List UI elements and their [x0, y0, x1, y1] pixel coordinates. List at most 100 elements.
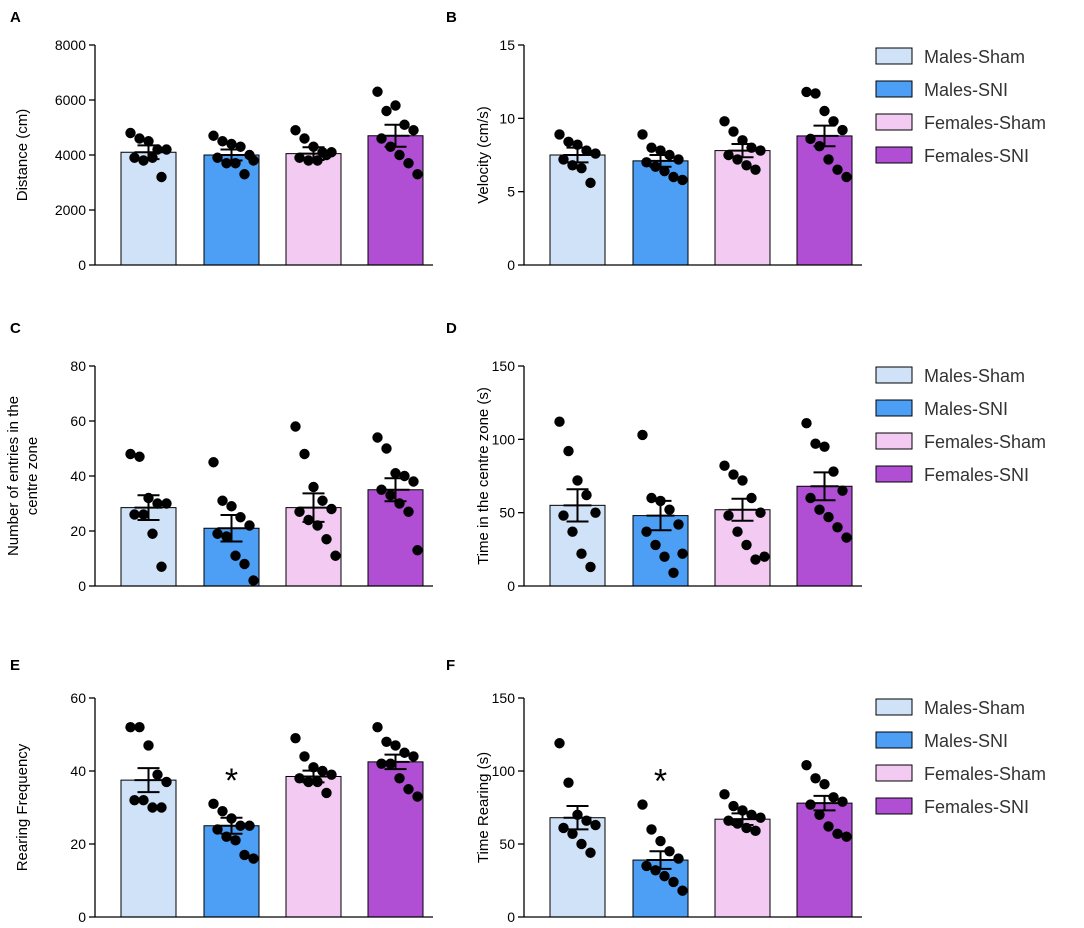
data-point — [732, 818, 743, 829]
data-point — [823, 511, 834, 523]
data-point — [412, 791, 423, 802]
data-point — [728, 126, 739, 137]
data-point — [208, 798, 219, 810]
data-point — [567, 828, 578, 839]
y-axis-title: Distance (cm) — [14, 109, 31, 202]
data-point — [746, 809, 757, 820]
data-point — [390, 468, 401, 479]
panel-letter: F — [446, 657, 455, 674]
data-point — [810, 88, 821, 99]
data-point — [212, 824, 223, 835]
y-tick-label: 0 — [507, 578, 515, 594]
data-point — [668, 876, 679, 888]
data-point — [403, 506, 414, 517]
data-point — [650, 865, 661, 876]
legend-swatch-males-sham — [875, 47, 913, 65]
data-point — [147, 152, 158, 163]
data-point — [134, 451, 145, 462]
data-point — [755, 812, 766, 823]
data-point — [728, 469, 739, 480]
data-point — [737, 135, 748, 146]
data-point — [161, 144, 172, 155]
data-point — [590, 148, 601, 159]
data-point — [129, 509, 140, 520]
panel-letter: A — [10, 9, 21, 26]
y-tick-label: 10 — [499, 110, 515, 126]
data-point — [217, 136, 228, 147]
data-point — [576, 163, 587, 174]
data-point — [723, 149, 734, 161]
data-point — [326, 769, 337, 780]
panel-c: C Number of entries in the centre zone 0 20 4… — [5, 320, 433, 594]
data-point — [212, 528, 223, 539]
data-point — [239, 169, 250, 180]
data-point — [372, 86, 383, 97]
legend-swatch-females-sham — [875, 113, 913, 131]
data-point — [372, 722, 383, 733]
data-point — [646, 142, 657, 153]
data-point — [138, 795, 149, 806]
data-point — [664, 504, 675, 515]
data-point — [755, 145, 766, 156]
panel-letter: D — [446, 320, 457, 337]
data-point — [399, 747, 410, 758]
legend-swatch-females-sni — [875, 797, 913, 815]
data-point — [244, 820, 255, 831]
data-point — [412, 545, 423, 556]
data-point — [590, 819, 601, 831]
data-point — [290, 421, 301, 432]
data-point — [303, 514, 314, 526]
data-point — [814, 809, 825, 820]
data-point — [719, 460, 730, 471]
data-point — [138, 509, 149, 520]
data-point — [554, 738, 565, 749]
y-tick-label: 0 — [507, 909, 515, 925]
data-point — [235, 512, 246, 523]
legend-label: Males-SNI — [924, 80, 1008, 100]
data-point — [723, 510, 734, 521]
data-point — [217, 495, 228, 506]
data-point — [837, 485, 848, 496]
bar-females-sham — [285, 153, 342, 266]
data-point — [655, 835, 666, 847]
panel-f: F Time Rearing (s) 0 50 100 150 * — [446, 657, 862, 925]
data-point — [385, 490, 396, 501]
y-tick-label: 150 — [492, 690, 516, 706]
data-point — [299, 448, 310, 460]
data-point — [221, 531, 232, 542]
data-point — [585, 847, 596, 858]
data-point — [819, 441, 830, 452]
data-point — [226, 138, 237, 150]
data-point — [147, 528, 158, 539]
y-tick-label: 40 — [70, 468, 86, 484]
data-point — [805, 492, 816, 504]
legend-swatch-females-sni — [875, 465, 913, 483]
data-point — [841, 532, 852, 543]
y-tick-label: 60 — [70, 413, 86, 429]
data-point — [810, 773, 821, 784]
data-point — [819, 105, 830, 117]
data-point — [290, 732, 301, 744]
data-point — [248, 155, 259, 166]
legend-swatch-females-sham — [875, 432, 913, 450]
significance-star: * — [225, 762, 238, 800]
data-point — [399, 470, 410, 482]
legend: Males-Sham Males-SNI Females-Sham Females-S… — [875, 366, 1046, 485]
data-point — [563, 445, 574, 457]
data-point — [403, 158, 414, 169]
data-point — [823, 154, 834, 165]
data-point — [563, 777, 574, 788]
data-point — [152, 769, 163, 780]
y-axis-title: Time Rearing (s) — [475, 752, 492, 863]
panel-d: D Time in the centre zone (s) 0 50 100 150 — [446, 320, 862, 594]
y-tick-label: 100 — [492, 431, 516, 447]
data-point — [828, 792, 839, 803]
data-point — [381, 105, 392, 117]
legend: Males-Sham Males-SNI Females-Sham Females-S… — [875, 698, 1046, 817]
data-point — [637, 129, 648, 140]
legend-label: Females-Sham — [924, 113, 1046, 133]
data-point — [161, 776, 172, 788]
data-point — [801, 418, 812, 429]
legend-swatch-males-sham — [875, 366, 913, 384]
y-axis-title: Number of entries in the centre zone — [5, 396, 41, 556]
